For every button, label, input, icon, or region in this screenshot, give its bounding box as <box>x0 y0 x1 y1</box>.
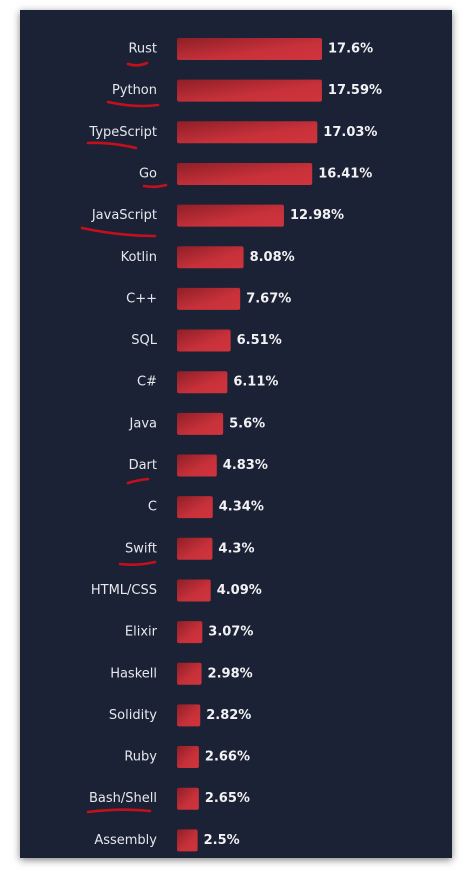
bar <box>177 79 322 102</box>
value-label: 4.34% <box>219 500 264 515</box>
annotations <box>80 61 168 814</box>
bar <box>177 121 318 144</box>
category-label: Bash/Shell <box>89 791 157 806</box>
value-label: 17.6% <box>328 42 373 57</box>
category-label: Rust <box>128 42 157 57</box>
value-label: 6.51% <box>237 333 282 348</box>
bar <box>177 287 241 310</box>
value-label: 4.83% <box>223 458 268 473</box>
bar <box>177 787 199 810</box>
category-label: Java <box>129 416 157 431</box>
value-label: 2.82% <box>206 708 251 723</box>
category-label: Swift <box>125 541 157 556</box>
category-label: Python <box>112 83 157 98</box>
category-label: Elixir <box>125 625 158 640</box>
category-label: Ruby <box>124 750 157 765</box>
bar <box>177 621 203 644</box>
category-label: Haskell <box>110 666 157 681</box>
bar <box>177 537 213 560</box>
value-label: 8.08% <box>250 250 295 265</box>
value-label: 17.03% <box>323 125 377 140</box>
bar <box>177 371 228 394</box>
value-label: 2.5% <box>204 833 240 848</box>
value-label: 3.07% <box>208 625 253 640</box>
bar <box>177 329 231 352</box>
category-label: SQL <box>131 333 157 348</box>
category-label: TypeScript <box>88 125 157 140</box>
category-label: C# <box>137 375 157 390</box>
category-label: C++ <box>126 291 157 306</box>
bar <box>177 829 198 852</box>
category-label: Assembly <box>94 833 157 848</box>
value-label: 12.98% <box>290 208 344 223</box>
value-label: 2.65% <box>205 791 250 806</box>
value-label: 5.6% <box>229 416 265 431</box>
bar <box>177 496 213 519</box>
category-label: C <box>148 500 157 515</box>
bar <box>177 412 224 435</box>
bar <box>177 746 199 769</box>
category-label: Solidity <box>109 708 157 723</box>
value-label: 16.41% <box>318 166 372 181</box>
bar <box>177 704 201 727</box>
category-label: Go <box>139 166 157 181</box>
bar <box>177 162 313 185</box>
value-label: 17.59% <box>328 83 382 98</box>
bar <box>177 246 244 269</box>
category-label: JavaScript <box>91 208 157 223</box>
value-label: 6.11% <box>233 375 278 390</box>
category-label: Dart <box>129 458 157 473</box>
category-label: HTML/CSS <box>91 583 157 598</box>
bar <box>177 662 202 685</box>
value-label: 4.09% <box>217 583 262 598</box>
value-label: 4.3% <box>218 541 254 556</box>
bar <box>177 454 217 477</box>
bar <box>177 579 211 602</box>
value-label: 2.98% <box>208 666 253 681</box>
bar <box>177 38 322 60</box>
panel <box>20 10 452 858</box>
category-label: Kotlin <box>121 250 157 265</box>
bar <box>177 204 284 227</box>
value-label: 2.66% <box>205 750 250 765</box>
value-label: 7.67% <box>246 291 291 306</box>
